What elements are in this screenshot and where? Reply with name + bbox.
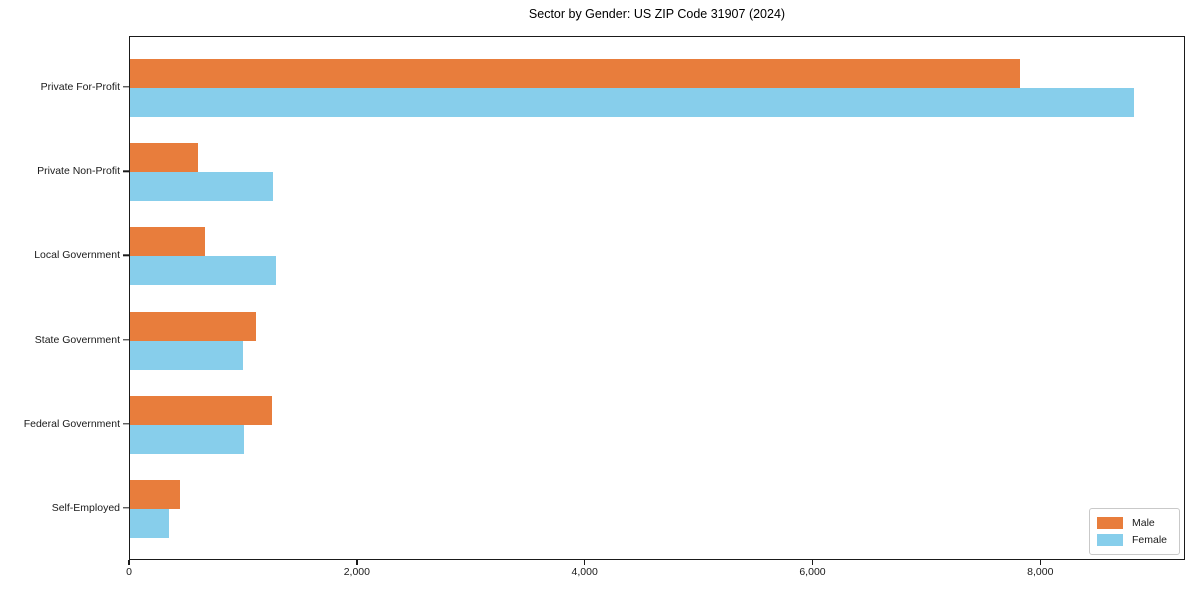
y-axis-tick — [123, 507, 129, 509]
x-axis-tick-label: 8,000 — [1027, 566, 1054, 578]
y-axis-label: Self-Employed — [51, 502, 120, 514]
x-axis-tick-label: 0 — [126, 566, 132, 578]
x-axis-tick-label: 2,000 — [343, 566, 370, 578]
legend-label-female: Female — [1132, 533, 1168, 546]
bar-female-5 — [130, 509, 169, 538]
legend-swatch-female-icon — [1097, 534, 1123, 546]
bar-female-0 — [130, 88, 1134, 117]
bar-female-2 — [130, 256, 276, 286]
plot-area — [129, 36, 1185, 560]
y-axis-label: Local Government — [34, 249, 120, 262]
bar-male-5 — [130, 480, 181, 509]
x-axis-tick — [1039, 560, 1042, 565]
x-axis-tick — [811, 560, 814, 565]
bar-male-1 — [130, 143, 199, 173]
y-axis-tick — [123, 423, 129, 425]
y-axis-tick — [123, 254, 129, 257]
legend-entry-female: Female — [1097, 534, 1179, 546]
x-axis-tick-label: 4,000 — [571, 566, 598, 578]
y-axis-label: State Government — [34, 333, 120, 346]
y-axis-tick — [123, 170, 129, 172]
legend-entry-male: Male — [1097, 517, 1179, 529]
chart-title: Sector by Gender: US ZIP Code 31907 (202… — [528, 7, 786, 21]
x-axis-tick — [583, 560, 586, 565]
y-axis-label: Federal Government — [23, 417, 120, 430]
y-axis-label: Private Non-Profit — [37, 165, 120, 178]
bar-male-4 — [130, 395, 273, 425]
bar-female-3 — [130, 340, 243, 370]
bar-female-1 — [130, 172, 274, 202]
y-axis-tick — [123, 86, 129, 88]
x-axis-tick — [128, 560, 130, 565]
bar-male-0 — [130, 59, 1021, 88]
x-axis-tick — [356, 560, 358, 565]
legend-swatch-male-icon — [1097, 517, 1123, 529]
bar-male-2 — [130, 227, 206, 257]
legend: Male Female — [1089, 508, 1180, 555]
y-axis-tick — [123, 338, 129, 341]
x-axis-tick-label: 6,000 — [799, 566, 826, 578]
legend-label-male: Male — [1132, 516, 1155, 529]
bar-male-3 — [130, 311, 257, 341]
y-axis-label: Private For-Profit — [40, 81, 120, 93]
bar-female-4 — [130, 424, 244, 454]
